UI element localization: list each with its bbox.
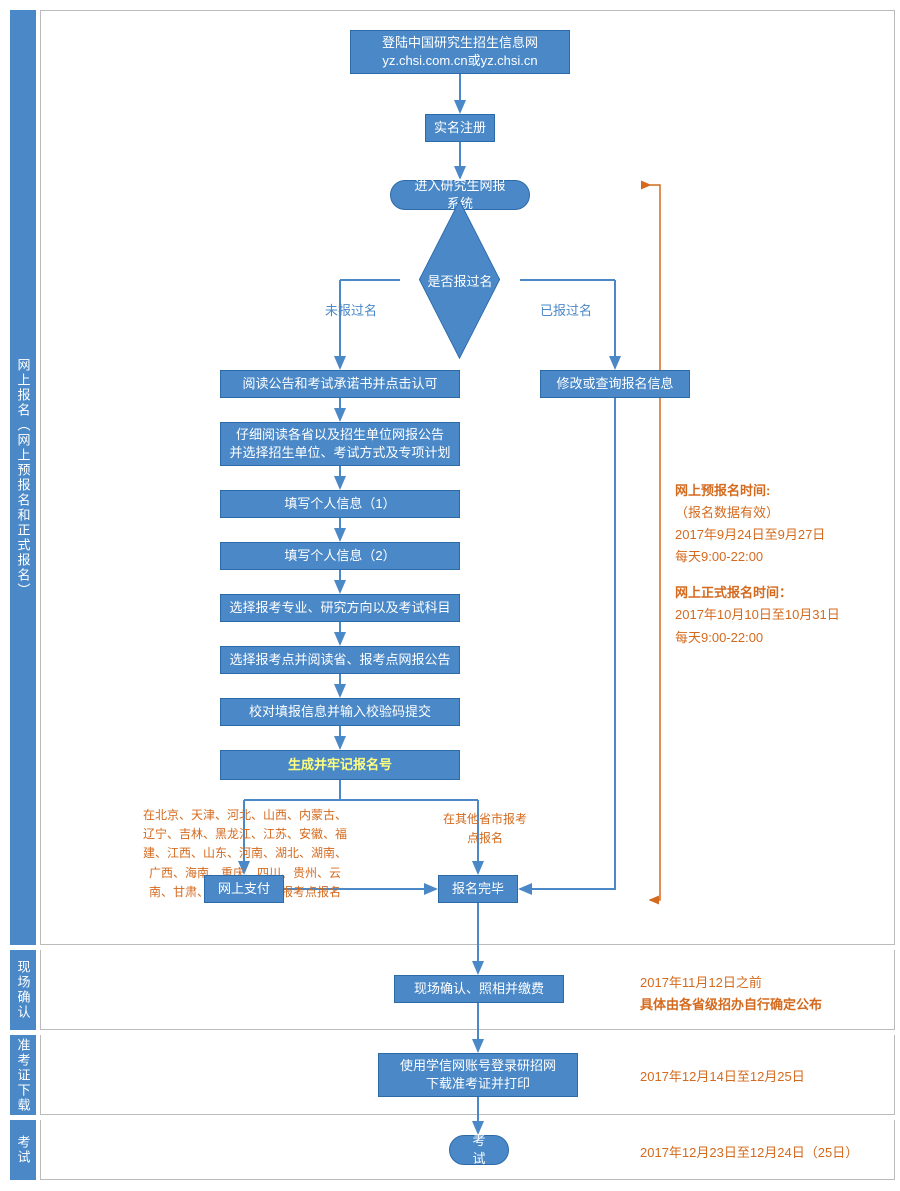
node-pay: 网上支付	[204, 875, 284, 903]
annot-line: 每天9:00-22:00	[675, 627, 885, 649]
node-text: 校对填报信息并输入校验码提交	[249, 703, 431, 721]
node-text: 现场确认、照相并缴费	[414, 980, 544, 998]
node-site: 选择报考点并阅读省、报考点网报公告	[220, 646, 460, 674]
node-exam: 考试	[449, 1135, 509, 1165]
annotation-exam-date: 2017年12月23日至12月24日（25日）	[640, 1142, 900, 1164]
node-confirm: 现场确认、照相并缴费	[394, 975, 564, 1003]
node-done: 报名完毕	[438, 875, 518, 903]
node-info1: 填写个人信息（1）	[220, 490, 460, 518]
annot-title: 网上预报名时间:	[675, 480, 885, 502]
section-1-border	[40, 10, 895, 945]
node-login: 登陆中国研究生招生信息网 yz.chsi.com.cn或yz.chsi.cn	[350, 30, 570, 74]
annot-line: 2017年9月24日至9月27日	[675, 524, 885, 546]
annot-line: 具体由各省级招办自行确定公布	[640, 994, 890, 1016]
sidebar-label-exam: 考试	[10, 1120, 36, 1180]
node-text: 报名完毕	[452, 880, 504, 898]
annot-line: 2017年11月12日之前	[640, 972, 890, 994]
node-text: 阅读公告和考试承诺书并点击认可	[242, 375, 437, 393]
annotation-confirm-date: 2017年11月12日之前 具体由各省级招办自行确定公布	[640, 972, 890, 1016]
node-text: yz.chsi.com.cn或yz.chsi.cn	[382, 52, 537, 70]
node-decision: 是否报过名	[400, 255, 520, 305]
node-text: 是否报过名	[400, 271, 520, 290]
node-info2: 填写个人信息（2）	[220, 542, 460, 570]
node-read-province: 仔细阅读各省以及招生单位网报公告 并选择招生单位、考试方式及专项计划	[220, 422, 460, 466]
node-generate-id: 生成并牢记报名号	[220, 750, 460, 780]
flowchart-container: 网上报名（网上预报名和正式报名） 现场确认 准考证下载 考试	[0, 0, 900, 1191]
annotation-schedule: 网上预报名时间: （报名数据有效） 2017年9月24日至9月27日 每天9:0…	[675, 480, 885, 649]
node-text: 下载准考证并打印	[426, 1075, 530, 1093]
node-text: 并选择招生单位、考试方式及专项计划	[229, 444, 450, 462]
sidebar-label-cert: 准考证下载	[10, 1035, 36, 1115]
node-text: 生成并牢记报名号	[288, 756, 392, 774]
node-text: 使用学信网账号登录研招网	[400, 1057, 556, 1075]
node-text: 实名注册	[434, 119, 486, 137]
annot-line: （报名数据有效）	[675, 502, 885, 524]
node-text: 登陆中国研究生招生信息网	[382, 34, 538, 52]
node-modify: 修改或查询报名信息	[540, 370, 690, 398]
branch-label-no: 未报过名	[325, 300, 377, 319]
branch-label-yes: 已报过名	[540, 300, 592, 319]
node-text: 仔细阅读各省以及招生单位网报公告	[236, 426, 444, 444]
node-text: 考试	[468, 1132, 490, 1168]
node-download-cert: 使用学信网账号登录研招网 下载准考证并打印	[378, 1053, 578, 1097]
annot-line: 每天9:00-22:00	[675, 546, 885, 568]
annot-line: 2017年10月10日至10月31日	[675, 604, 885, 626]
sidebar-label-online: 网上报名（网上预报名和正式报名）	[10, 10, 36, 945]
node-text: 填写个人信息（1）	[284, 495, 395, 513]
node-major: 选择报考专业、研究方向以及考试科目	[220, 594, 460, 622]
node-text: 选择报考专业、研究方向以及考试科目	[229, 599, 450, 617]
annot-title: 网上正式报名时间：	[675, 582, 885, 604]
annotation-cert-date: 2017年12月14日至12月25日	[640, 1066, 890, 1088]
node-text: 选择报考点并阅读省、报考点网报公告	[229, 651, 450, 669]
node-register: 实名注册	[425, 114, 495, 142]
node-read-announce: 阅读公告和考试承诺书并点击认可	[220, 370, 460, 398]
province-list-right: 在其他省市报考点报名	[440, 810, 530, 848]
node-text: 网上支付	[218, 880, 270, 898]
node-check: 校对填报信息并输入校验码提交	[220, 698, 460, 726]
node-text: 修改或查询报名信息	[556, 375, 673, 393]
sidebar-label-confirm: 现场确认	[10, 950, 36, 1030]
node-text: 填写个人信息（2）	[284, 547, 395, 565]
